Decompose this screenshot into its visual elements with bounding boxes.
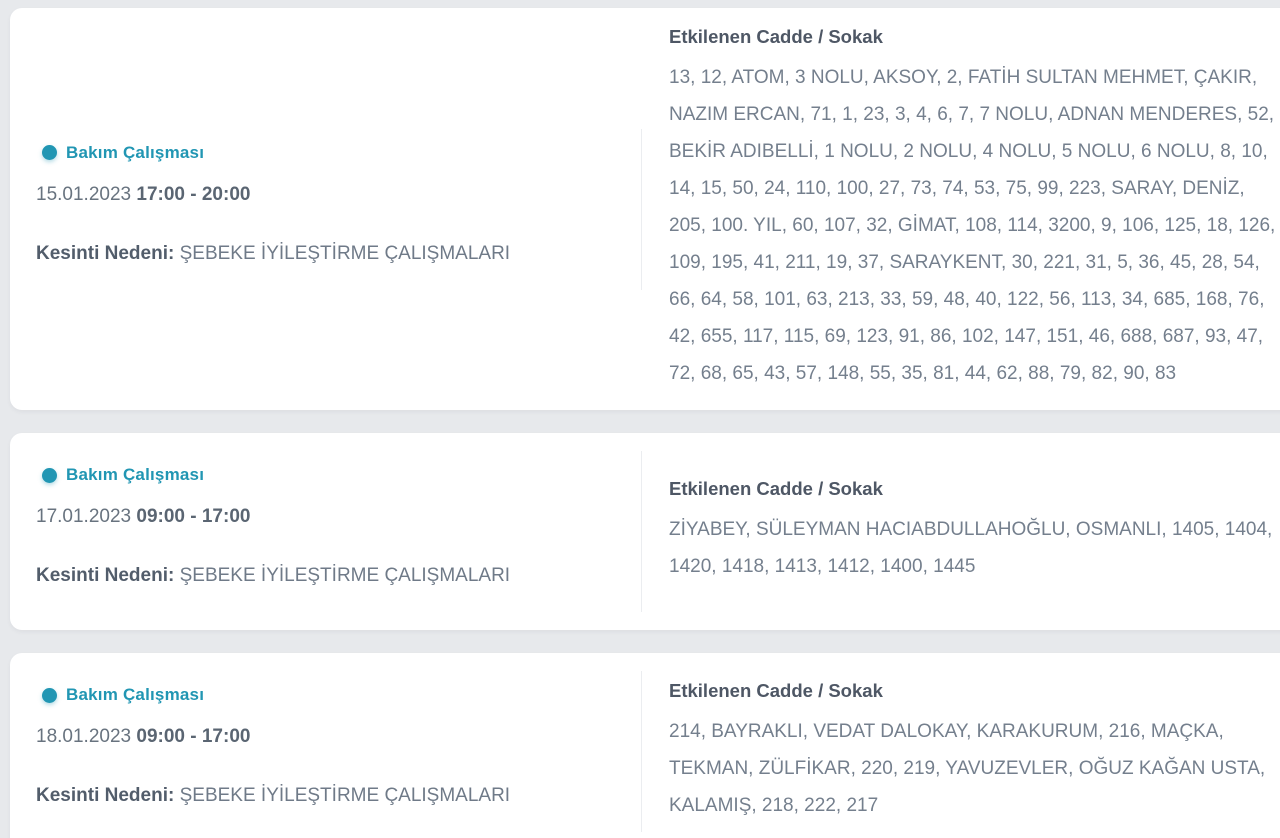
outage-time-range: 09:00 - 17:00	[136, 726, 251, 747]
affected-streets-header: Etkilenen Cadde / Sokak	[669, 26, 883, 47]
outage-type-badge: Bakım Çalışması	[42, 685, 611, 705]
outage-reason-value: ŞEBEKE İYİLEŞTİRME ÇALIŞMALARI	[179, 785, 511, 806]
outage-time-range: 09:00 - 17:00	[136, 506, 251, 527]
outage-date: 17.01.2023	[36, 506, 132, 527]
affected-streets-section: Etkilenen Cadde / Sokak 214, BAYRAKLI, V…	[642, 680, 1280, 824]
outage-time-range: 17:00 - 20:00	[136, 183, 251, 205]
affected-streets-text: ZİYABEY, SÜLEYMAN HACIABDULLAHOĞLU, OSMA…	[669, 519, 1273, 577]
outage-type-badge: Bakım Çalışması	[42, 143, 611, 163]
outage-reason-label: Kesinti Nedeni:	[36, 785, 175, 806]
outage-card-info: Bakım Çalışması 18.01.2023 09:00 - 17:00…	[10, 671, 642, 832]
outage-type-badge: Bakım Çalışması	[42, 465, 611, 485]
outage-reason: Kesinti Nedeni: ŞEBEKE İYİLEŞTİRME ÇALIŞ…	[36, 785, 611, 807]
outage-date: 15.01.2023	[36, 183, 132, 205]
outage-datetime: 15.01.2023 17:00 - 20:00	[36, 184, 611, 206]
affected-streets-text: 13, 12, ATOM, 3 NOLU, AKSOY, 2, FATİH SU…	[669, 67, 1276, 384]
affected-streets-section: Etkilenen Cadde / Sokak ZİYABEY, SÜLEYMA…	[642, 478, 1280, 585]
status-dot-icon	[42, 687, 57, 703]
affected-streets-header: Etkilenen Cadde / Sokak	[669, 679, 883, 701]
outage-card: Bakım Çalışması 18.01.2023 09:00 - 17:00…	[10, 653, 1280, 838]
outage-reason-value: ŞEBEKE İYİLEŞTİRME ÇALIŞMALARI	[179, 242, 511, 264]
affected-streets-section: Etkilenen Cadde / Sokak 13, 12, ATOM, 3 …	[642, 26, 1280, 392]
status-dot-icon	[42, 467, 57, 483]
outage-reason-value: ŞEBEKE İYİLEŞTİRME ÇALIŞMALARI	[179, 565, 511, 586]
outage-date: 18.01.2023	[36, 726, 132, 747]
outage-datetime: 18.01.2023 09:00 - 17:00	[36, 726, 611, 748]
affected-streets-text: 214, BAYRAKLI, VEDAT DALOKAY, KARAKURUM,…	[669, 720, 1266, 816]
outage-type-label: Bakım Çalışması	[66, 142, 205, 162]
outage-type-label: Bakım Çalışması	[66, 685, 205, 704]
status-dot-icon	[42, 145, 57, 160]
affected-streets-header: Etkilenen Cadde / Sokak	[669, 478, 883, 499]
outage-reason-label: Kesinti Nedeni:	[36, 565, 175, 586]
outage-datetime: 17.01.2023 09:00 - 17:00	[36, 506, 611, 528]
outage-card-info: Bakım Çalışması 15.01.2023 17:00 - 20:00…	[10, 128, 642, 290]
outage-card-info: Bakım Çalışması 17.01.2023 09:00 - 17:00…	[10, 451, 642, 612]
outage-reason: Kesinti Nedeni: ŞEBEKE İYİLEŞTİRME ÇALIŞ…	[36, 565, 611, 587]
outage-reason: Kesinti Nedeni: ŞEBEKE İYİLEŞTİRME ÇALIŞ…	[36, 243, 611, 265]
outage-type-label: Bakım Çalışması	[66, 465, 205, 484]
outage-card: Bakım Çalışması 15.01.2023 17:00 - 20:00…	[10, 8, 1280, 410]
outage-reason-label: Kesinti Nedeni:	[36, 242, 175, 264]
outage-card: Bakım Çalışması 17.01.2023 09:00 - 17:00…	[10, 433, 1280, 630]
